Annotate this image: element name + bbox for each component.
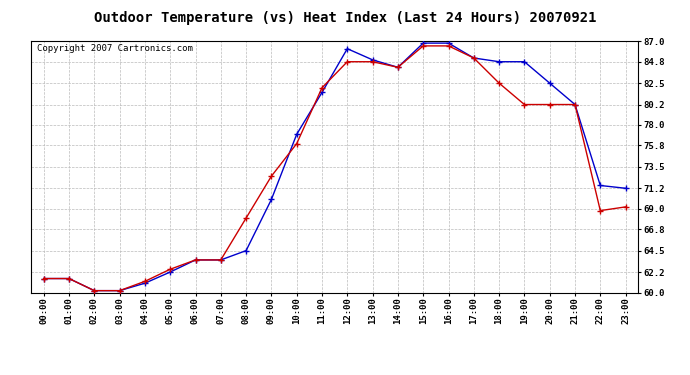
- Text: Copyright 2007 Cartronics.com: Copyright 2007 Cartronics.com: [37, 44, 193, 53]
- Text: Outdoor Temperature (vs) Heat Index (Last 24 Hours) 20070921: Outdoor Temperature (vs) Heat Index (Las…: [94, 11, 596, 25]
